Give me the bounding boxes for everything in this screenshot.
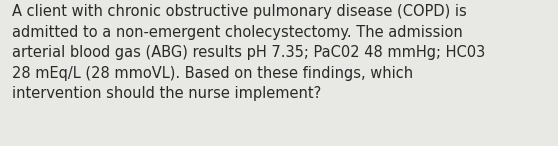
- Text: A client with chronic obstructive pulmonary disease (COPD) is
admitted to a non-: A client with chronic obstructive pulmon…: [12, 4, 485, 101]
